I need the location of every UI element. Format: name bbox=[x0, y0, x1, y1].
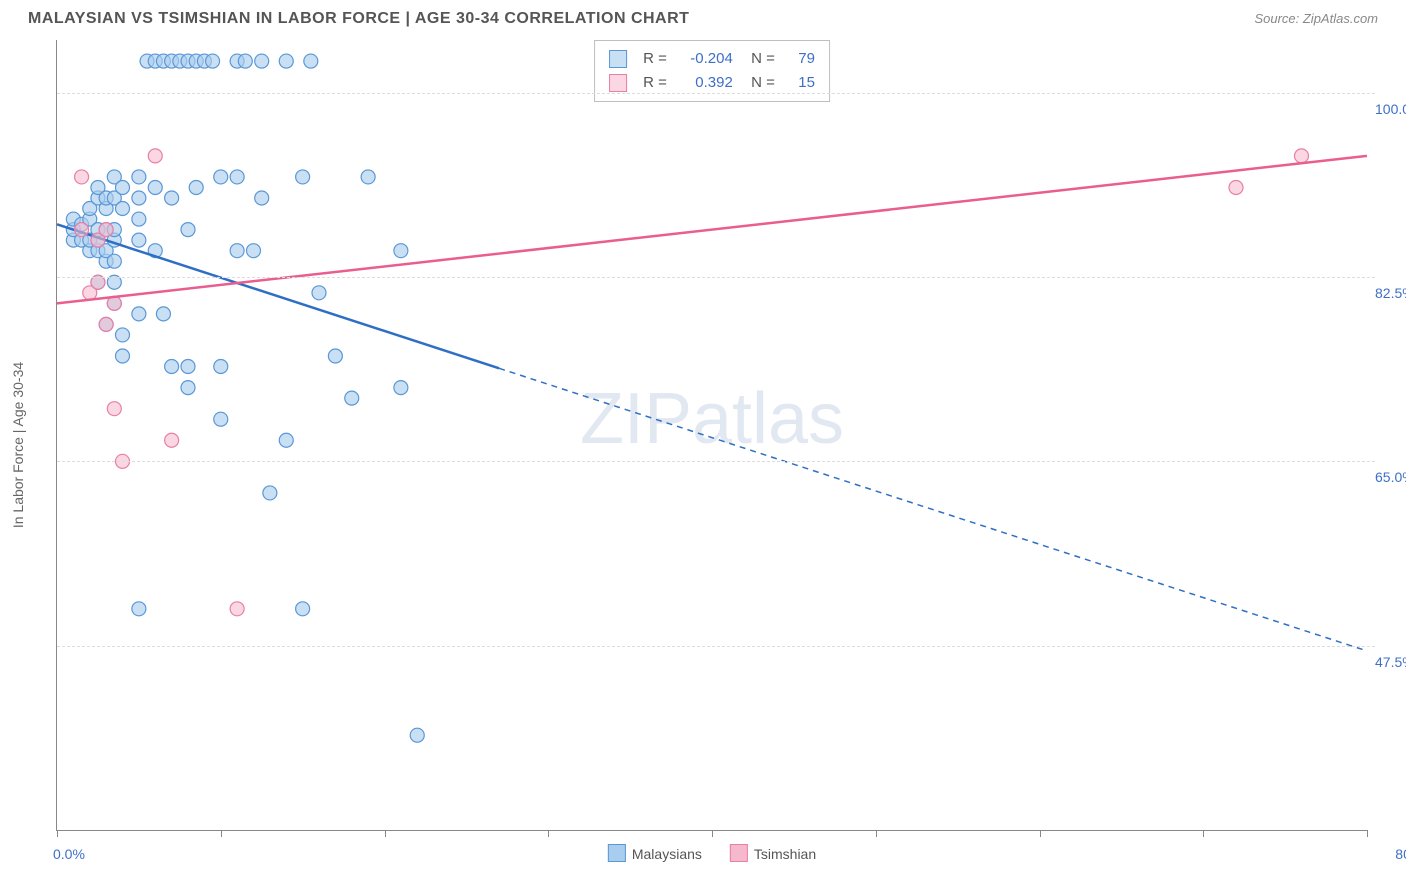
data-point bbox=[279, 433, 293, 447]
legend-label: Malaysians bbox=[632, 846, 702, 862]
gridline bbox=[57, 461, 1375, 462]
data-point bbox=[247, 244, 261, 258]
chart-title: MALAYSIAN VS TSIMSHIAN IN LABOR FORCE | … bbox=[28, 10, 689, 28]
data-point bbox=[132, 191, 146, 205]
x-tick bbox=[876, 830, 877, 837]
data-point bbox=[214, 412, 228, 426]
data-point bbox=[132, 212, 146, 226]
data-point bbox=[75, 170, 89, 184]
data-point bbox=[230, 170, 244, 184]
x-tick bbox=[1040, 830, 1041, 837]
data-point bbox=[230, 244, 244, 258]
data-point bbox=[181, 381, 195, 395]
x-tick bbox=[385, 830, 386, 837]
data-point bbox=[99, 223, 113, 237]
data-point bbox=[189, 180, 203, 194]
x-tick bbox=[1203, 830, 1204, 837]
x-tick bbox=[712, 830, 713, 837]
x-tick bbox=[221, 830, 222, 837]
legend-n-value: 15 bbox=[785, 71, 815, 95]
data-point bbox=[1295, 149, 1309, 163]
data-point bbox=[116, 202, 130, 216]
source-label: Source: ZipAtlas.com bbox=[1254, 11, 1378, 26]
legend-swatch bbox=[609, 74, 627, 92]
data-point bbox=[165, 360, 179, 374]
legend-r-label: R = bbox=[643, 71, 667, 95]
data-point bbox=[165, 433, 179, 447]
x-tick bbox=[57, 830, 58, 837]
data-point bbox=[230, 602, 244, 616]
legend-r-value: -0.204 bbox=[677, 47, 733, 71]
data-point bbox=[361, 170, 375, 184]
data-point bbox=[214, 360, 228, 374]
data-point bbox=[132, 233, 146, 247]
chart-container: In Labor Force | Age 30-34 ZIPatlas R =-… bbox=[28, 40, 1378, 850]
data-point bbox=[156, 307, 170, 321]
trend-line-extrapolated bbox=[499, 368, 1367, 651]
legend-swatch bbox=[730, 844, 748, 862]
data-point bbox=[132, 602, 146, 616]
data-point bbox=[181, 360, 195, 374]
data-point bbox=[116, 180, 130, 194]
y-tick-label: 100.0% bbox=[1375, 101, 1406, 117]
data-point bbox=[214, 170, 228, 184]
data-point bbox=[148, 180, 162, 194]
data-point bbox=[107, 402, 121, 416]
data-point bbox=[328, 349, 342, 363]
x-tick bbox=[1367, 830, 1368, 837]
data-point bbox=[394, 381, 408, 395]
data-point bbox=[206, 54, 220, 68]
data-point bbox=[263, 486, 277, 500]
legend-n-label: N = bbox=[743, 71, 775, 95]
legend-swatch bbox=[609, 50, 627, 68]
data-point bbox=[181, 223, 195, 237]
legend-row: R = 0.392 N = 15 bbox=[609, 71, 815, 95]
legend-label: Tsimshian bbox=[754, 846, 816, 862]
data-point bbox=[116, 349, 130, 363]
data-point bbox=[394, 244, 408, 258]
gridline bbox=[57, 646, 1375, 647]
series-legend: Malaysians Tsimshian bbox=[608, 844, 816, 862]
data-point bbox=[132, 170, 146, 184]
gridline bbox=[57, 93, 1375, 94]
data-point bbox=[132, 307, 146, 321]
data-point bbox=[107, 254, 121, 268]
data-point bbox=[304, 54, 318, 68]
data-point bbox=[75, 223, 89, 237]
x-tick bbox=[548, 830, 549, 837]
y-tick-label: 47.5% bbox=[1375, 654, 1406, 670]
y-axis-label: In Labor Force | Age 30-34 bbox=[10, 362, 26, 528]
legend-item: Tsimshian bbox=[730, 844, 816, 862]
legend-row: R = -0.204 N = 79 bbox=[609, 47, 815, 71]
data-point bbox=[116, 328, 130, 342]
legend-swatch bbox=[608, 844, 626, 862]
legend-r-label: R = bbox=[643, 47, 667, 71]
legend-n-value: 79 bbox=[785, 47, 815, 71]
legend-item: Malaysians bbox=[608, 844, 702, 862]
y-tick-label: 65.0% bbox=[1375, 469, 1406, 485]
data-point bbox=[279, 54, 293, 68]
legend-r-value: 0.392 bbox=[677, 71, 733, 95]
scatter-svg bbox=[57, 40, 1367, 830]
data-point bbox=[296, 170, 310, 184]
data-point bbox=[238, 54, 252, 68]
data-point bbox=[345, 391, 359, 405]
y-tick-label: 82.5% bbox=[1375, 285, 1406, 301]
trend-line bbox=[57, 156, 1367, 303]
data-point bbox=[255, 54, 269, 68]
data-point bbox=[410, 728, 424, 742]
legend-n-label: N = bbox=[743, 47, 775, 71]
data-point bbox=[148, 149, 162, 163]
data-point bbox=[99, 317, 113, 331]
data-point bbox=[312, 286, 326, 300]
gridline bbox=[57, 277, 1375, 278]
plot-area: ZIPatlas R =-0.204 N =79R =0.392 N =15 M… bbox=[56, 40, 1367, 831]
data-point bbox=[255, 191, 269, 205]
x-min-label: 0.0% bbox=[53, 846, 85, 862]
data-point bbox=[1229, 180, 1243, 194]
x-max-label: 80.0% bbox=[1395, 846, 1406, 862]
data-point bbox=[296, 602, 310, 616]
data-point bbox=[165, 191, 179, 205]
